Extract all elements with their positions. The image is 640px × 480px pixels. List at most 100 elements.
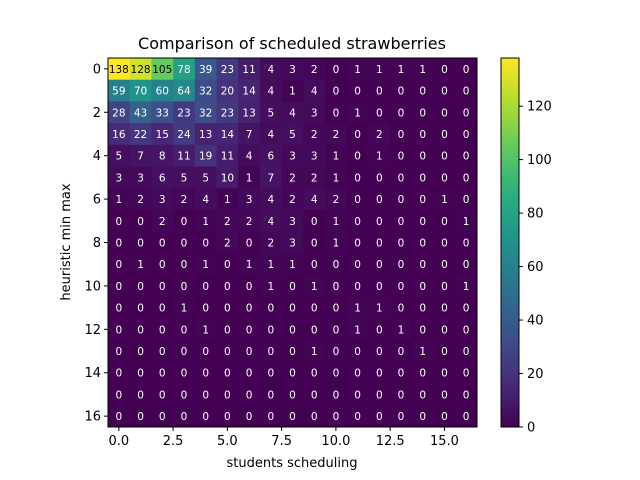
x-tick-label: 5.0 [217,434,238,449]
heatmap-cell [303,383,326,406]
heatmap-cell [216,275,239,298]
heatmap-cell-label: 0 [463,346,470,358]
heatmap-cell [259,166,283,189]
heatmap-cell-label: 3 [289,64,296,76]
heatmap-cell-label: 16 [112,129,126,141]
heatmap-cell [411,405,434,428]
colorbar-axis: 0 20 40 60 80 100 120 [519,100,552,436]
heatmap-cell-label: 1 [333,151,340,163]
heatmap-cell-label: 0 [441,64,448,76]
heatmap-cell [173,296,196,319]
heatmap-cell-label: 0 [441,324,448,336]
heatmap-cell [368,231,391,254]
heatmap-cell [173,318,196,341]
heatmap-cell [455,144,478,167]
heatmap-cell-label: 4 [267,64,274,76]
heatmap-cell [173,209,196,233]
heatmap-cell-label: 0 [246,368,253,380]
heatmap-cell-label: 0 [419,172,426,184]
heatmap-cell-label: 0 [137,324,144,336]
heatmap-cell-label: 19 [199,151,212,163]
heatmap-cell-label: 0 [224,324,231,336]
heatmap-cell [390,79,413,102]
heatmap-cell [194,166,217,189]
heatmap-cell [303,166,326,189]
heatmap-cell [346,361,369,384]
heatmap-cell-label: 0 [289,281,296,293]
heatmap-cell [433,188,456,211]
heatmap-cell-label: 0 [376,172,383,184]
heatmap-cell-label: 0 [463,86,470,98]
heatmap-cell-label: 0 [116,259,123,271]
heatmap-cell-label: 78 [177,64,190,76]
heatmap-cell [281,296,304,319]
heatmap-cell-label: 0 [354,411,361,423]
heatmap-cell-label: 4 [267,194,274,206]
heatmap-cell-label: 7 [267,172,274,184]
heatmap-cell [216,296,239,319]
heatmap-cell [238,253,261,276]
heatmap-cell [129,383,152,406]
heatmap-cell-label: 0 [354,281,361,293]
heatmap-cell-label: 0 [333,86,340,98]
heatmap-cell [108,253,131,276]
heatmap-cell-label: 22 [134,129,147,141]
heatmap-cell-label: 0 [376,86,383,98]
heatmap-cell [259,123,283,146]
heatmap-cell [433,296,456,319]
heatmap-cell-label: 0 [376,411,383,423]
heatmap-cell-label: 0 [311,259,318,271]
heatmap-cell-label: 1 [441,194,448,206]
heatmap-cell-label: 0 [463,172,470,184]
heatmap-cell [346,79,369,102]
heatmap-cell-label: 0 [398,281,405,293]
heatmap-cell [259,361,283,384]
heatmap-cell [346,275,369,298]
heatmap-cell [238,123,261,146]
heatmap-cell-label: 0 [354,259,361,271]
heatmap-cell [455,101,478,124]
heatmap-cell [259,231,283,254]
heatmap-cell-label: 2 [181,194,188,206]
heatmap-cell-label: 0 [159,259,166,271]
heatmap-cell [281,188,304,211]
heatmap-cell [303,188,326,211]
heatmap-cell-label: 0 [398,303,405,315]
heatmap-cell-label: 60 [156,86,169,98]
heatmap-cell [390,188,413,211]
heatmap-cell [390,405,413,428]
heatmap-cell-label: 0 [419,303,426,315]
heatmap-cell [108,188,131,211]
heatmap-cell-label: 0 [181,346,188,358]
heatmap-cell [259,318,283,341]
heatmap-cell [108,296,131,319]
heatmap-cell [368,383,391,406]
heatmap-cell [433,253,456,276]
heatmap-cell [433,275,456,298]
heatmap-cell-label: 0 [398,194,405,206]
x-tick-label: 7.5 [271,434,292,449]
heatmap-cell-label: 0 [398,368,405,380]
heatmap-cell [194,253,217,276]
heatmap-cell-label: 0 [181,238,188,250]
colorbar-tick-label: 0 [527,421,535,436]
heatmap-cell [216,405,239,428]
heatmap-cell [346,144,369,167]
heatmap-cell [194,231,217,254]
heatmap-cell-label: 0 [376,324,383,336]
heatmap-cell [411,209,434,233]
heatmap-cell [108,340,131,363]
heatmap-cell-label: 0 [441,172,448,184]
y-tick-label: 10 [84,279,101,294]
heatmap-cell [173,188,196,211]
heatmap-cell [281,101,304,124]
heatmap-cell [325,405,348,428]
heatmap-cell-label: 4 [267,86,274,98]
heatmap-cell [411,318,434,341]
heatmap-cell-label: 6 [159,172,166,184]
heatmap-cell-label: 0 [419,389,426,401]
heatmap-cell-label: 0 [202,303,209,315]
heatmap-cell-label: 32 [199,107,212,119]
heatmap-cell [433,58,456,81]
heatmap-cell-label: 5 [116,151,123,163]
